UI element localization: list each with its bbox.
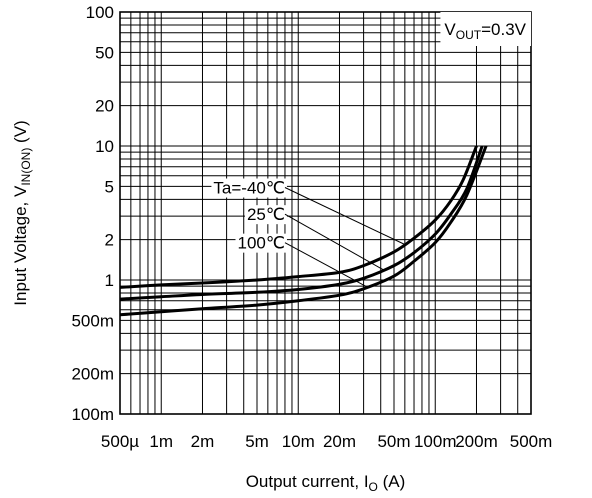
y-tick-label: 100m [71,405,114,424]
annotation-rest: =0.3V [481,20,527,39]
x-axis-title-subscript: O [369,480,378,494]
series-leader-line-1 [284,187,406,245]
y-axis-title-main: Input Voltage, V [11,185,30,306]
series-label-1: Ta=-40℃ [213,179,285,198]
series-leader-line-2 [284,213,384,271]
series-line-2 [119,145,484,301]
x-tick-label: 20m [323,432,356,451]
series-label-backdrop [235,233,287,253]
annotation-subscript: OUT [456,28,482,42]
series-leader-line-3 [284,242,368,288]
series-layer: Ta=-40℃ 25℃ 100℃ [119,145,488,317]
y-tick-label: 200m [71,365,114,384]
annotation-main: V [444,20,456,39]
y-tick-label: 20 [95,97,114,116]
x-tick-label: 500m [510,432,553,451]
series-label-3: 100℃ [237,234,284,253]
x-tick-label: 200m [455,432,498,451]
y-axis-title: Input Voltage, VIN(ON) (V) [11,120,33,305]
plot-frame [119,11,532,415]
x-tick-label: 2m [191,432,215,451]
x-tick-label: 1m [149,432,173,451]
x-axis-title: Output current, IO (A) [246,472,406,494]
y-tick-label: 100 [86,3,114,22]
series-label-backdrop [244,205,287,225]
y-tick-label: 500m [71,311,114,330]
x-tick-label: 10m [282,432,315,451]
x-tick-label: 100m [414,432,457,451]
annotation-box: VOUT=0.3V [440,12,531,46]
y-tick-label: 10 [95,137,114,156]
x-tick-label: 5m [245,432,269,451]
y-tick-label: 50 [95,43,114,62]
y-tick-label: 1 [105,271,114,290]
series-line-1 [119,145,478,289]
y-axis-title-unit: (V) [11,120,30,147]
x-axis-title-unit: (A) [378,472,405,491]
annotation-backdrop [440,12,531,46]
x-axis-title-main: Output current, I [246,472,369,491]
x-tick-label: 500µ [101,432,139,451]
y-tick-label: 5 [105,177,114,196]
series-label-backdrop [211,178,287,198]
series-line-3 [119,145,488,317]
annotation-text: VOUT=0.3V [444,20,526,42]
x-tick-label: 50m [377,432,410,451]
series-label-2: 25℃ [247,205,285,224]
y-tick-label: 2 [105,231,114,250]
y-axis-title-subscript: IN(ON) [19,148,33,186]
